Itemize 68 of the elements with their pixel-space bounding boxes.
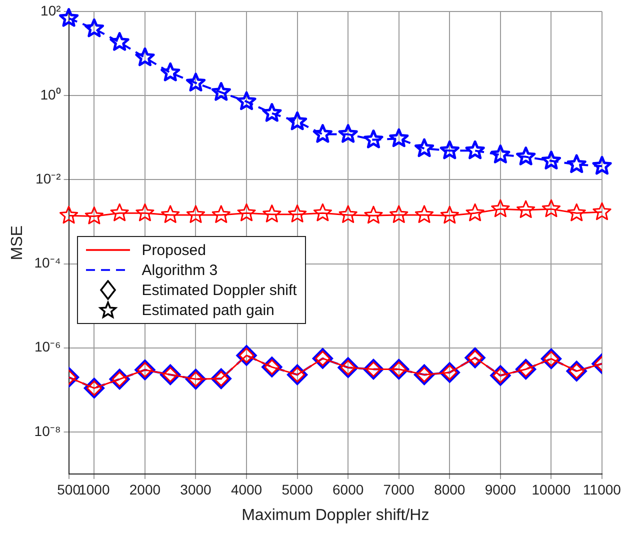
x-tick-label: 10000 (532, 481, 571, 498)
point (338, 205, 358, 223)
point (262, 103, 282, 122)
point (440, 206, 459, 224)
point (212, 205, 230, 223)
x-tick-label: 7000 (383, 481, 415, 498)
legend-label: Algorithm 3 (142, 262, 218, 279)
y-tick-label: 10⁻⁶ (34, 338, 61, 355)
point (466, 203, 484, 222)
point (465, 140, 485, 160)
x-tick-label: 1000 (78, 481, 110, 498)
point (58, 8, 79, 27)
x-tick-label: 500 (57, 481, 81, 498)
y-tick-label: 10⁻⁸ (34, 422, 61, 439)
point (211, 82, 231, 101)
point (160, 62, 180, 82)
point (440, 140, 460, 160)
point (414, 138, 434, 158)
point (390, 205, 408, 223)
y-tick-label: 10⁰ (40, 86, 61, 102)
point (389, 128, 409, 148)
point (262, 204, 282, 222)
legend-label: Proposed (142, 242, 206, 259)
point (84, 18, 104, 38)
x-tick-label: 11000 (583, 481, 622, 498)
point (312, 124, 333, 143)
point (186, 72, 206, 92)
point (364, 130, 384, 148)
point (364, 206, 383, 224)
point (288, 204, 307, 222)
annotation: Estimated Doppler shift (142, 282, 297, 299)
x-tick-label: 3000 (180, 481, 212, 498)
point (110, 203, 129, 222)
point (110, 32, 130, 51)
point (592, 156, 612, 175)
point (135, 47, 155, 66)
point (236, 91, 256, 110)
point (491, 199, 510, 218)
x-tick-label: 4000 (230, 481, 262, 498)
point (59, 206, 78, 224)
point (516, 200, 536, 218)
x-axis-title: Maximum Doppler shift/Hz (242, 506, 430, 524)
x-tick-label: 5000 (282, 481, 314, 498)
annotation: Estimated path gain (142, 302, 274, 319)
point (567, 203, 586, 222)
point (592, 202, 612, 220)
point (288, 111, 308, 130)
y-axis-title: MSE (9, 225, 26, 260)
point (84, 206, 104, 224)
point (566, 154, 586, 174)
x-tick-label: 6000 (332, 481, 364, 498)
x-tick-label: 2000 (129, 481, 161, 498)
point (541, 150, 562, 170)
point (490, 144, 510, 164)
point (186, 205, 206, 223)
y-tick-label: 10² (40, 2, 62, 18)
y-tick-label: 10⁻² (36, 170, 62, 187)
y-tick-label: 10⁻⁴ (34, 254, 61, 271)
point (237, 203, 256, 222)
point (136, 203, 154, 222)
point (516, 146, 536, 166)
point (414, 205, 434, 223)
point (313, 203, 332, 222)
point (542, 199, 561, 218)
x-tick-label: 9000 (484, 481, 516, 498)
point (338, 124, 358, 143)
point (161, 205, 180, 223)
x-tick-label: 8000 (434, 481, 466, 498)
